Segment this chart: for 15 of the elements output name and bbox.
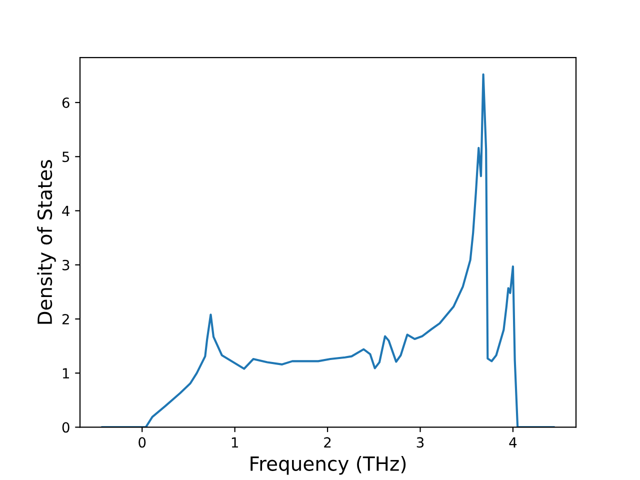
x-axis-title: Frequency (THz) (250, 456, 406, 475)
x-tick-label: 1 (232, 437, 238, 448)
x-tick-label: 4 (509, 437, 517, 448)
y-tick-label: 0 (62, 422, 70, 433)
y-tick-label: 3 (62, 260, 70, 270)
y-tick-label: 4 (62, 206, 70, 216)
y-tick-label: 5 (62, 152, 70, 162)
x-tick-label: 0 (138, 437, 146, 448)
y-tick-label: 1 (62, 368, 69, 378)
x-tick-label: 3 (416, 437, 424, 448)
line-series (101, 73, 555, 428)
y-tick-label: 2 (62, 314, 69, 324)
y-tick-label: 6 (62, 97, 70, 108)
y-axis-title: Density of States (37, 160, 56, 324)
x-tick-label: 2 (324, 437, 331, 448)
